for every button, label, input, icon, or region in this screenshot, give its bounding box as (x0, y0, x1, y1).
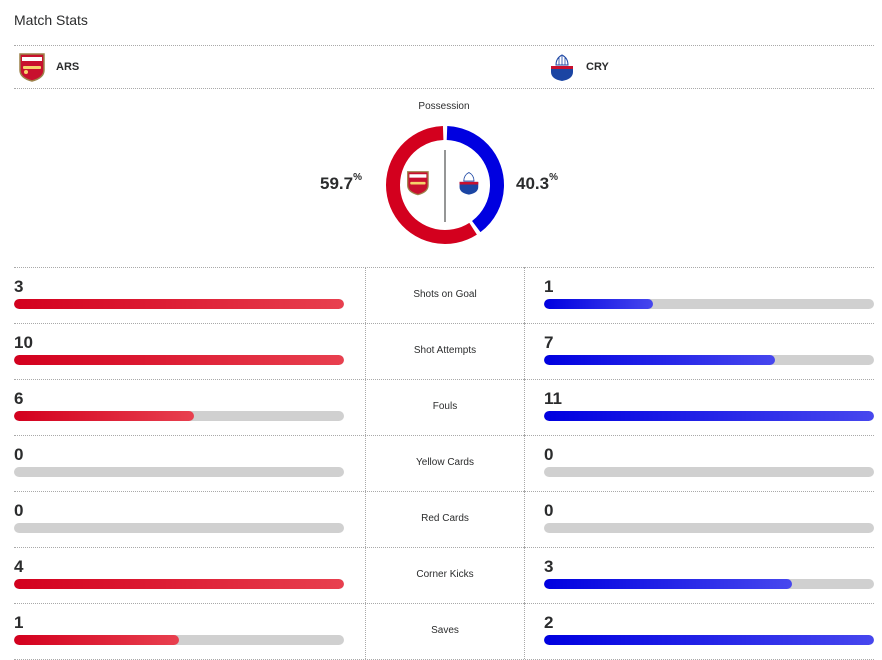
divider (14, 435, 874, 436)
stat-label: Shot Attempts (413, 345, 477, 356)
column-divider (365, 435, 366, 491)
home-stat-bar (14, 635, 344, 645)
crystal-palace-crest-icon (551, 54, 573, 81)
away-stat-value: 11 (544, 389, 562, 408)
arsenal-crest-icon (407, 171, 429, 196)
away-stat-bar-fill (544, 411, 874, 421)
stat-label: Fouls (432, 401, 458, 412)
home-team-abbr: ARS (56, 61, 80, 73)
away-possession-value: 40.3% (516, 172, 558, 193)
arsenal-crest-icon (19, 53, 45, 82)
column-divider (524, 323, 525, 379)
stat-label: Shots on Goal (413, 289, 477, 300)
away-stat-value: 1 (544, 277, 554, 296)
home-stat-bar-fill (14, 635, 179, 645)
away-stat-bar-fill (544, 299, 653, 309)
column-divider (365, 603, 366, 659)
divider (14, 323, 874, 324)
column-divider (524, 267, 525, 323)
divider (14, 547, 874, 548)
divider (14, 45, 874, 46)
possession-donut-chart (386, 126, 504, 244)
divider (14, 267, 874, 268)
column-divider (365, 379, 366, 435)
home-team: ARS (18, 52, 79, 82)
home-stat-bar-fill (14, 355, 344, 365)
home-stat-bar-fill (14, 299, 344, 309)
column-divider (365, 547, 366, 603)
home-possession-value: 59.7% (320, 172, 362, 193)
column-divider (365, 323, 366, 379)
column-divider (524, 491, 525, 547)
divider (14, 88, 874, 89)
home-stat-bar (14, 467, 344, 477)
home-stat-bar-fill (14, 579, 344, 589)
stat-row: 10 Shot Attempts 7 (0, 323, 882, 379)
away-stat-value: 2 (544, 613, 554, 632)
possession-away-arc (386, 126, 504, 244)
away-stat-value: 0 (544, 501, 554, 520)
away-stat-bar-fill (544, 579, 792, 589)
column-divider (365, 267, 366, 323)
away-stat-bar-fill (544, 355, 775, 365)
away-stat-bar (544, 355, 874, 365)
column-divider (524, 435, 525, 491)
divider (14, 379, 874, 380)
crystal-palace-crest-icon (459, 172, 479, 195)
away-stat-bar (544, 635, 874, 645)
home-stat-bar (14, 355, 344, 365)
stat-label: Saves (431, 625, 459, 636)
stat-row: 1 Saves 2 (0, 603, 882, 659)
possession-label: Possession (418, 101, 470, 112)
home-stat-bar (14, 523, 344, 533)
home-stat-bar (14, 411, 344, 421)
away-stat-bar (544, 523, 874, 533)
home-stat-value: 3 (14, 277, 24, 296)
away-stat-bar (544, 411, 874, 421)
home-stat-bar (14, 579, 344, 589)
away-team-abbr: CRY (586, 61, 609, 73)
home-stat-value: 6 (14, 389, 24, 408)
column-divider (524, 603, 525, 659)
home-stat-value: 0 (14, 445, 24, 464)
stat-row: 3 Shots on Goal 1 (0, 267, 882, 323)
stat-row: 0 Yellow Cards 0 (0, 435, 882, 491)
home-stat-value: 1 (14, 613, 24, 632)
home-stat-value: 4 (14, 557, 24, 576)
stat-row: 6 Fouls 11 (0, 379, 882, 435)
away-stat-bar (544, 299, 874, 309)
stat-label: Red Cards (421, 513, 469, 524)
divider (14, 491, 874, 492)
column-divider (365, 491, 366, 547)
divider (14, 603, 874, 604)
stat-row: 0 Red Cards 0 (0, 491, 882, 547)
home-stat-bar-fill (14, 411, 194, 421)
stat-label: Yellow Cards (416, 457, 474, 468)
away-team: CRY (548, 52, 609, 82)
away-stat-value: 3 (544, 557, 554, 576)
column-divider (524, 379, 525, 435)
away-stat-value: 0 (544, 445, 554, 464)
stat-row: 4 Corner Kicks 3 (0, 547, 882, 603)
home-stat-bar (14, 299, 344, 309)
stat-label: Corner Kicks (416, 569, 474, 580)
match-stats-title: Match Stats (14, 12, 88, 28)
column-divider (524, 547, 525, 603)
home-stat-value: 10 (14, 333, 33, 352)
away-stat-bar (544, 467, 874, 477)
away-stat-value: 7 (544, 333, 554, 352)
away-stat-bar-fill (544, 635, 874, 645)
home-stat-value: 0 (14, 501, 24, 520)
possession-home-arc (386, 126, 504, 244)
away-stat-bar (544, 579, 874, 589)
